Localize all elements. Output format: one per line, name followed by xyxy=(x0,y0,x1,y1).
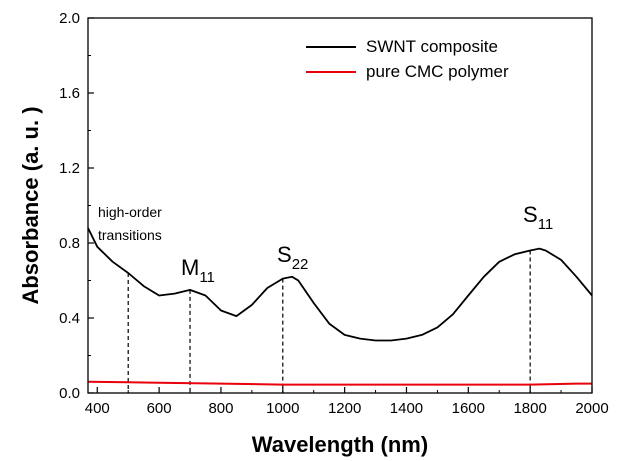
annotation-high-order-line2: transitions xyxy=(98,227,162,243)
annotation-s22: S22 xyxy=(277,242,308,273)
x-tick-label: 2000 xyxy=(575,400,608,417)
annotation-s11: S11 xyxy=(523,202,553,233)
y-tick-label: 1.6 xyxy=(59,85,80,102)
x-tick-label: 1000 xyxy=(266,400,299,417)
y-tick-label: 2.0 xyxy=(59,10,80,27)
y-tick-label: 0.8 xyxy=(59,235,80,252)
annotation-s22-sub: 22 xyxy=(292,256,309,273)
series-lines xyxy=(87,227,593,386)
y-axis-title: Absorbance (a. u. ) xyxy=(18,106,43,304)
x-tick-label: 1200 xyxy=(328,400,361,417)
annotation-m11: M11 xyxy=(181,255,215,286)
series-line-1 xyxy=(87,380,592,386)
x-tick-label: 1400 xyxy=(390,400,423,417)
y-tick-label: 1.2 xyxy=(59,160,80,177)
x-tick-label: 400 xyxy=(85,400,110,417)
plot-frame xyxy=(87,17,593,394)
y-tick-label: 0.0 xyxy=(59,385,80,402)
legend-label-cmc: pure CMC polymer xyxy=(366,62,509,81)
y-tick-label: 0.4 xyxy=(59,310,80,327)
annotation-m11-sub: 11 xyxy=(199,269,215,286)
transition-marker-lines xyxy=(127,250,531,393)
annotation-s22-main: S xyxy=(277,242,292,267)
annotation-m11-main: M xyxy=(181,255,199,280)
x-tick-label: 1800 xyxy=(513,400,546,417)
annotation-high-order-line1: high-order xyxy=(98,204,162,220)
annotation-s11-main: S xyxy=(523,202,538,227)
x-tick-label: 1600 xyxy=(452,400,485,417)
annotations: high-order transitions M11 S22 S11 xyxy=(98,202,553,286)
x-tick-label: 800 xyxy=(208,400,233,417)
x-axis-title: Wavelength (nm) xyxy=(252,432,428,457)
legend-label-swnt: SWNT composite xyxy=(366,37,498,56)
annotation-s11-sub: 11 xyxy=(538,216,554,233)
series-line-0 xyxy=(87,227,593,342)
legend: SWNT composite pure CMC polymer xyxy=(306,37,509,81)
x-tick-label: 600 xyxy=(147,400,172,417)
axis-ticks: 400 600 800 1000 1200 1400 1600 1800 2000 0.0 0.4 0… xyxy=(59,10,609,417)
